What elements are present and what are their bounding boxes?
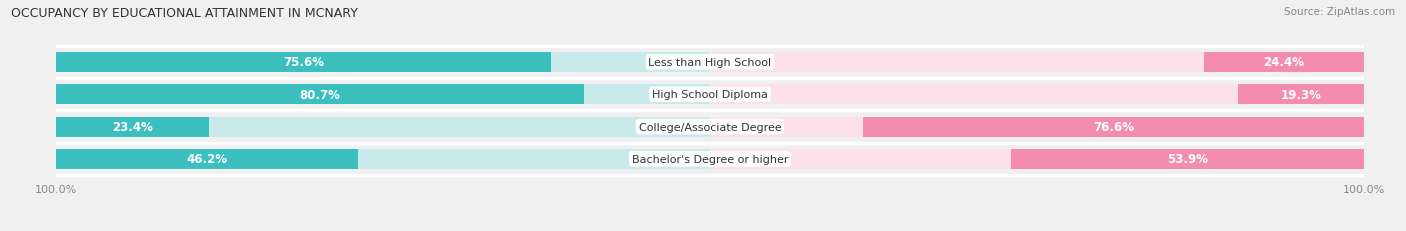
Bar xyxy=(1011,149,1364,169)
Text: 19.3%: 19.3% xyxy=(1281,88,1322,101)
Bar xyxy=(1205,52,1364,73)
Bar xyxy=(56,85,583,105)
Text: 80.7%: 80.7% xyxy=(299,88,340,101)
Bar xyxy=(56,149,359,169)
Text: 24.4%: 24.4% xyxy=(1264,56,1305,69)
Bar xyxy=(710,149,1364,169)
Bar xyxy=(863,117,1364,137)
Bar xyxy=(56,85,710,105)
Bar xyxy=(710,52,1364,73)
Bar xyxy=(1237,85,1364,105)
Bar xyxy=(56,117,710,137)
Bar xyxy=(710,85,1364,105)
Text: 23.4%: 23.4% xyxy=(112,121,153,134)
Text: High School Diploma: High School Diploma xyxy=(652,90,768,100)
Bar xyxy=(56,52,551,73)
Bar xyxy=(56,149,710,169)
Text: Less than High School: Less than High School xyxy=(648,58,772,67)
Text: Source: ZipAtlas.com: Source: ZipAtlas.com xyxy=(1284,7,1395,17)
Text: 53.9%: 53.9% xyxy=(1167,153,1208,166)
Bar xyxy=(56,52,710,73)
Text: College/Associate Degree: College/Associate Degree xyxy=(638,122,782,132)
Text: 76.6%: 76.6% xyxy=(1092,121,1133,134)
Text: OCCUPANCY BY EDUCATIONAL ATTAINMENT IN MCNARY: OCCUPANCY BY EDUCATIONAL ATTAINMENT IN M… xyxy=(11,7,359,20)
Text: 46.2%: 46.2% xyxy=(187,153,228,166)
Text: 75.6%: 75.6% xyxy=(283,56,323,69)
Text: Bachelor's Degree or higher: Bachelor's Degree or higher xyxy=(631,154,789,164)
Bar xyxy=(56,117,209,137)
Bar xyxy=(710,117,1364,137)
